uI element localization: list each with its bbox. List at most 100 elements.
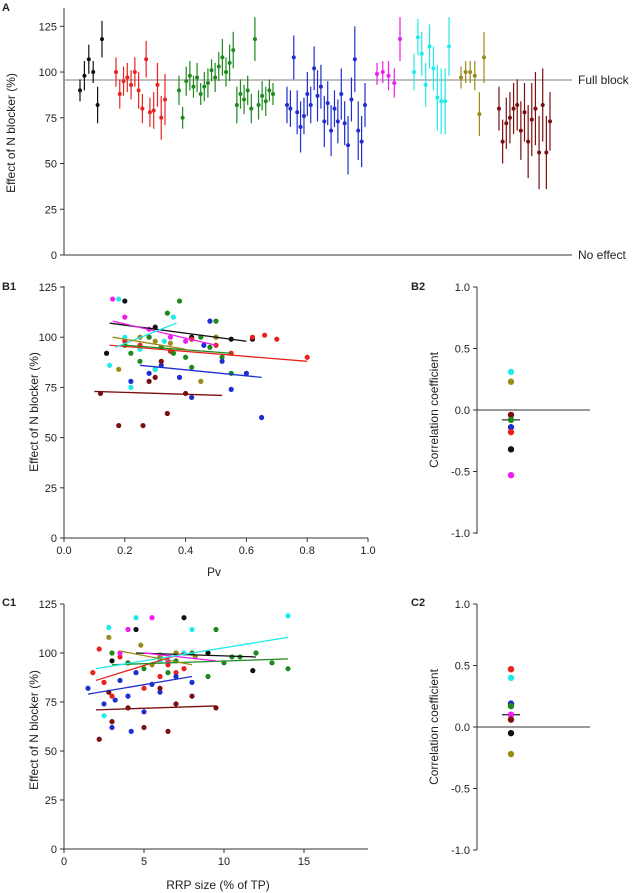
scatter-point [109, 724, 115, 731]
panel-b2: B2 Correlation coefficient -1.0 -0.5 0.0 0.… [411, 281, 590, 540]
data-point [352, 57, 357, 62]
data-point [472, 73, 477, 78]
scatter-point [304, 354, 310, 360]
y-tick-label: 50 [45, 159, 57, 171]
data-point [163, 97, 167, 102]
regression-line [124, 344, 232, 354]
data-point [121, 79, 126, 84]
data-point [359, 139, 364, 144]
scatter-point [106, 624, 112, 631]
scatter-point [173, 670, 179, 676]
scatter-point [176, 374, 183, 380]
y-tick-label: 1.0 [455, 282, 470, 294]
scatter-point [96, 646, 102, 652]
scatter-point [90, 670, 96, 676]
data-point [431, 66, 436, 71]
y-tick-label: -0.5 [451, 467, 470, 479]
regression-line [95, 705, 217, 711]
scatter-point [141, 709, 147, 715]
data-point [356, 128, 361, 133]
data-point [375, 71, 379, 76]
correlation-point [507, 471, 515, 479]
no-effect-label: No effect [578, 248, 626, 262]
y-tick-label: -1.0 [451, 845, 470, 857]
scatter-point [122, 314, 128, 320]
x-tick-label: 10 [218, 856, 230, 868]
data-point [322, 119, 327, 124]
data-point [363, 102, 367, 107]
scatter-point [117, 654, 123, 660]
scatter-point [146, 370, 152, 376]
data-point [342, 121, 347, 126]
scatter-point [249, 334, 256, 340]
scatter-point [189, 693, 195, 699]
scatter-point [253, 650, 259, 656]
scatter-point [189, 679, 195, 686]
scatter-point [133, 670, 139, 676]
scatter-point [146, 334, 152, 340]
data-point [291, 55, 296, 60]
data-point [459, 75, 463, 80]
scatter-point [170, 314, 177, 320]
correlation-point [507, 428, 515, 436]
data-point [518, 128, 523, 133]
data-point [318, 84, 323, 89]
panel-b2-ylabel: Correlation coefficient [427, 351, 441, 468]
scatter-point [164, 410, 170, 417]
scatter-point [189, 394, 195, 401]
data-point [205, 81, 210, 86]
scatter-point [128, 350, 134, 356]
regression-line [112, 336, 186, 350]
data-point [339, 91, 344, 96]
scatter-point [229, 654, 235, 660]
scatter-point [207, 344, 213, 350]
data-point [252, 37, 257, 42]
data-point [435, 95, 440, 100]
data-point [117, 91, 122, 96]
data-point [548, 119, 552, 124]
data-point [346, 143, 351, 148]
data-point [249, 106, 254, 111]
regression-line [87, 675, 193, 695]
scatter-point [133, 615, 139, 621]
correlation-point [507, 424, 515, 431]
scatter-point [133, 626, 139, 633]
data-point [198, 91, 203, 96]
data-point [325, 101, 330, 106]
scatter-point [109, 719, 115, 725]
data-point [155, 82, 160, 87]
panel-a-ylabel: Effect of N blocker (%) [4, 73, 18, 193]
scatter-point [219, 354, 225, 360]
data-point [308, 102, 313, 107]
panel-b1-marks [94, 296, 310, 429]
data-point [285, 102, 289, 107]
scatter-point [269, 660, 275, 666]
scatter-point [152, 338, 158, 344]
panel-b2-label: B2 [411, 281, 425, 293]
scatter-point [101, 713, 107, 719]
data-point [315, 93, 320, 98]
panel-c2-ticks: -1.0 -0.5 0.0 0.5 1.0 [451, 599, 477, 857]
scatter-point [176, 298, 183, 304]
data-point [398, 37, 402, 42]
y-tick-label: 125 [39, 282, 57, 294]
y-tick-label: 0.5 [455, 661, 470, 673]
data-point [114, 70, 118, 75]
scatter-point [117, 677, 123, 684]
regression-line [143, 652, 217, 662]
y-tick-label: -0.5 [451, 784, 470, 796]
scatter-point [285, 666, 291, 672]
data-point [522, 110, 527, 115]
data-point [526, 139, 531, 144]
data-point [140, 106, 145, 111]
scatter-point [173, 673, 179, 680]
regression-line [112, 320, 217, 346]
panel-b2-marks [502, 368, 520, 479]
data-point [209, 68, 214, 73]
regression-line [94, 390, 223, 397]
data-point [443, 99, 448, 104]
data-point [504, 121, 509, 126]
scatter-point [167, 334, 173, 340]
data-point [256, 102, 261, 107]
